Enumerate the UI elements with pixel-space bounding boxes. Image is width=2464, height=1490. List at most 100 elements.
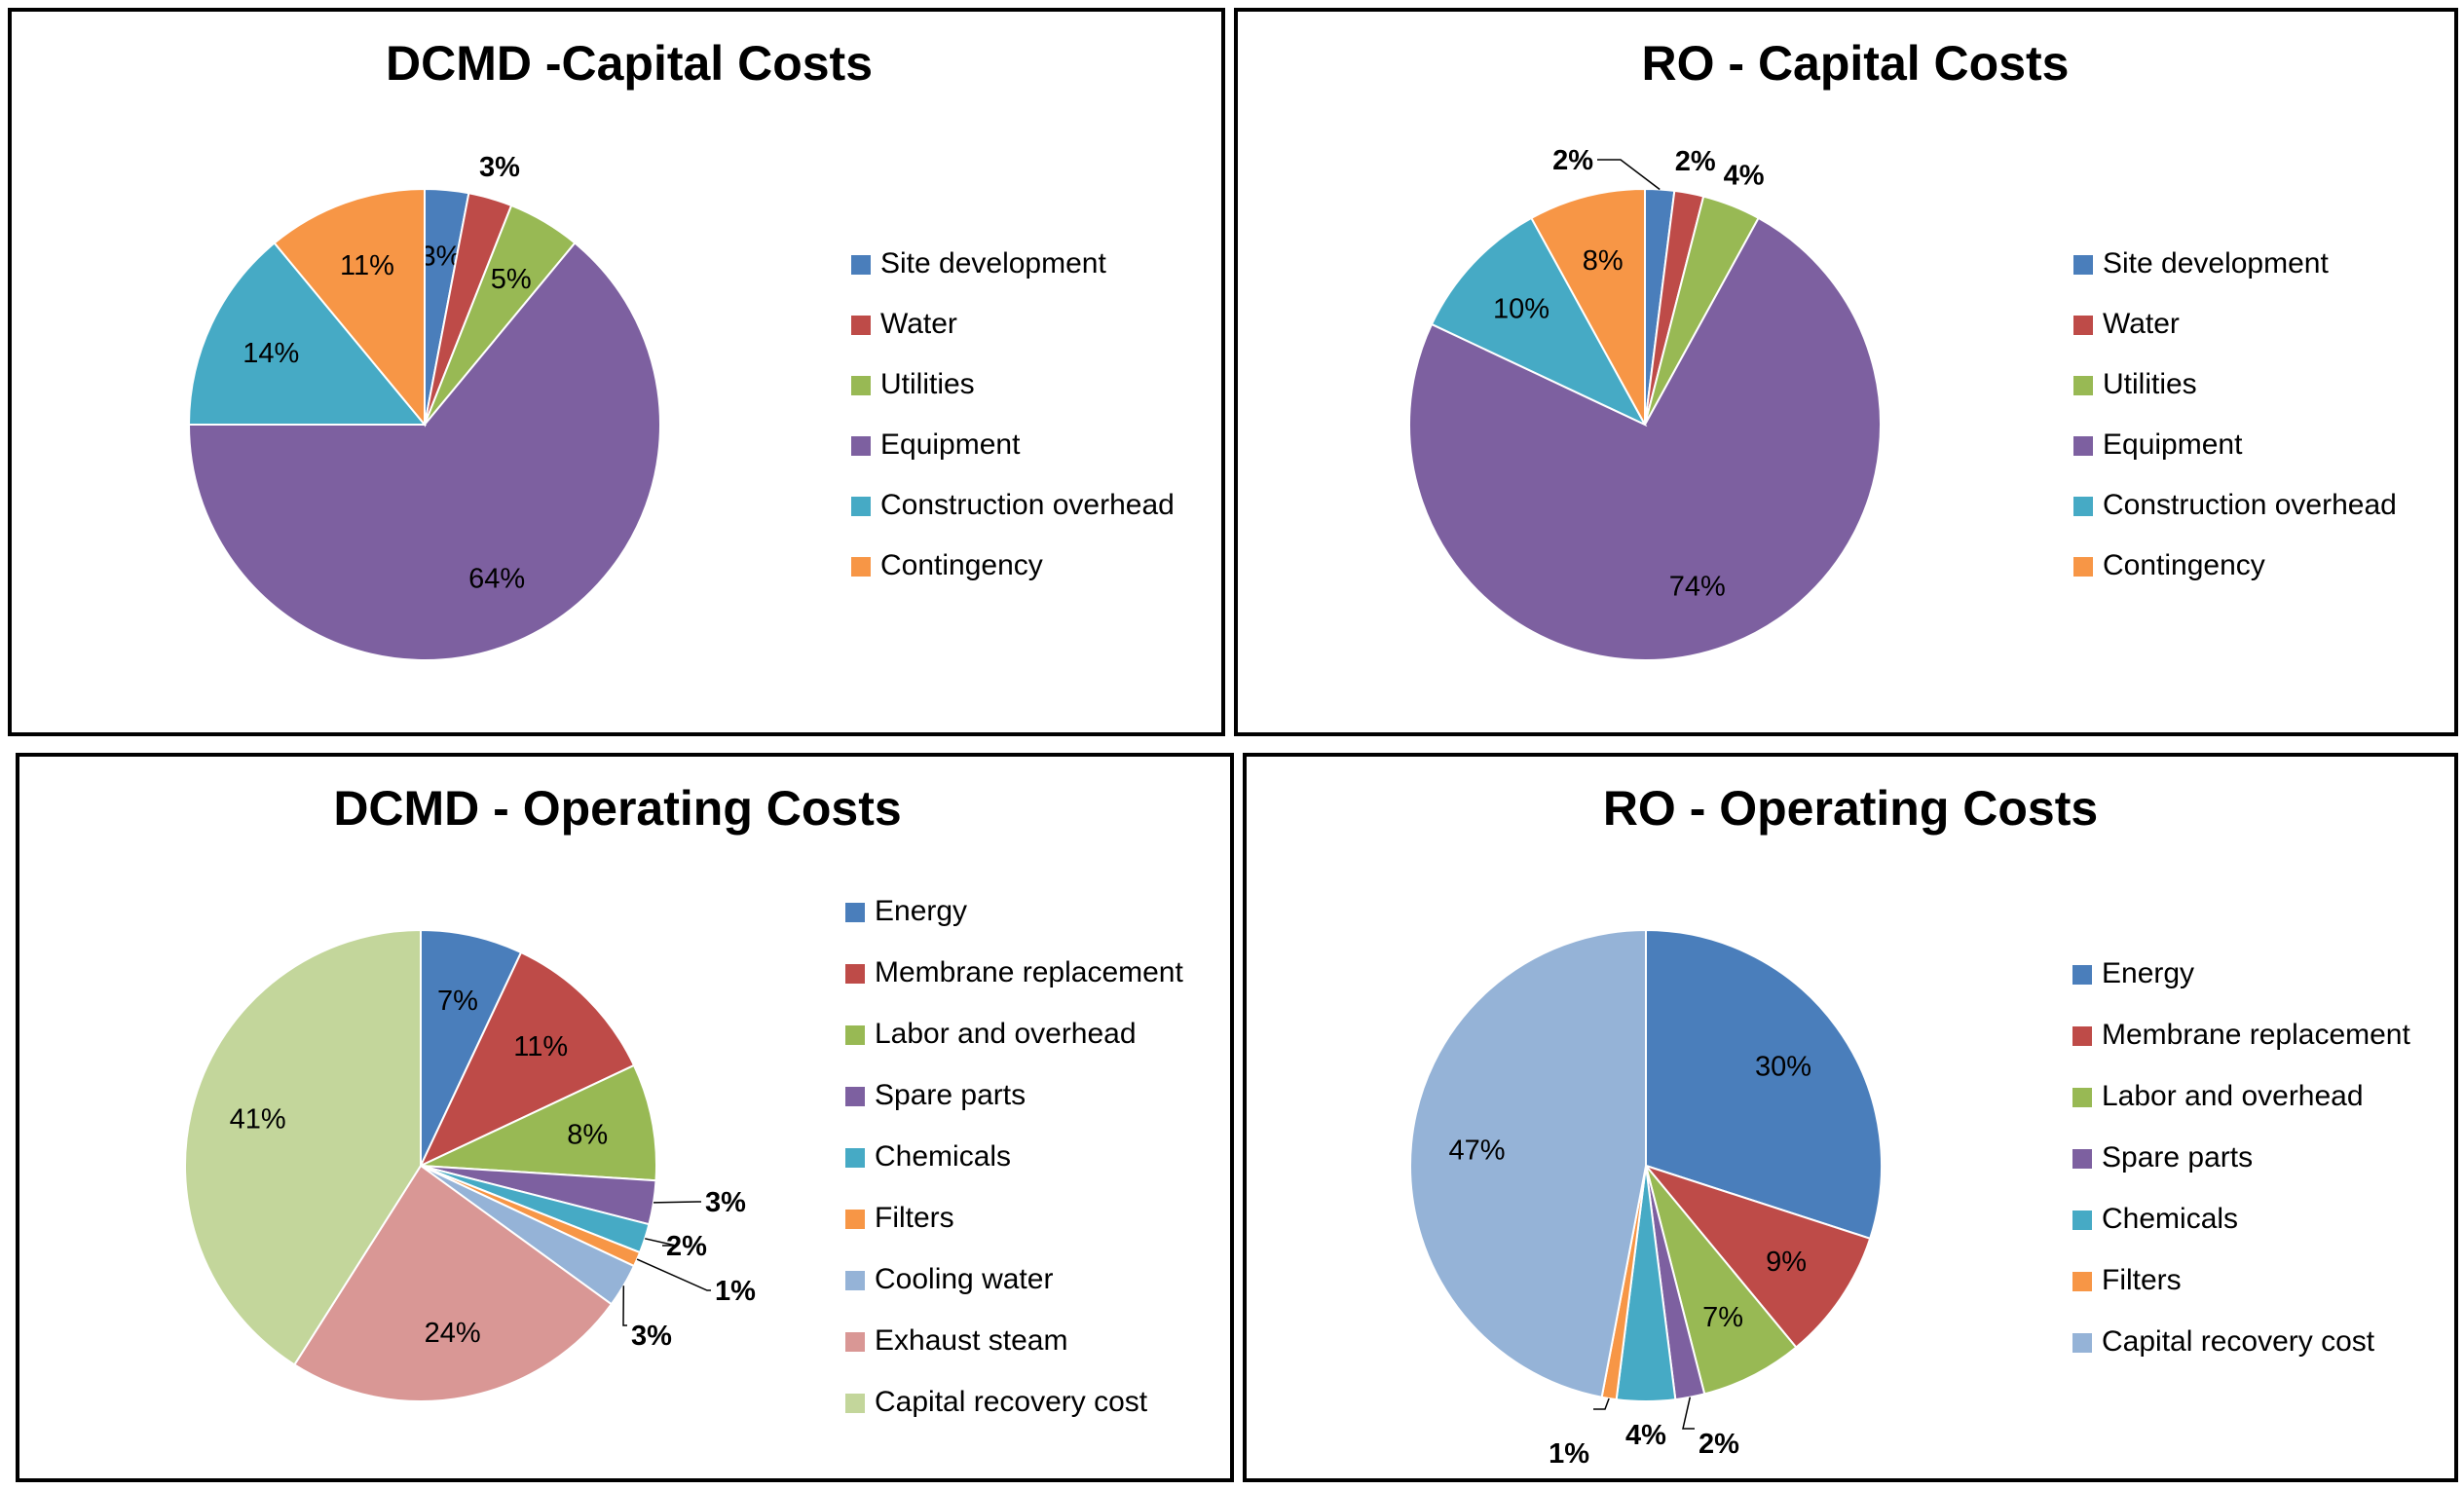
- legend-swatch-energy: [845, 903, 865, 922]
- pie-slice-equipment: [187, 242, 661, 661]
- data-label-membrane-replacement: 9%: [1766, 1247, 1807, 1278]
- legend-swatch-equipment: [2073, 436, 2093, 456]
- legend: Energy Membrane replacement Labor and over…: [2072, 957, 2410, 1358]
- pie-chart-ro-capital: RO - Capital Costs 2% 2% 4% 74% 10% 8% Site dev…: [1408, 36, 2397, 661]
- legend-swatch-construction-overhead: [2073, 497, 2093, 516]
- data-label-chemicals: 2%: [666, 1231, 707, 1262]
- legend-swatch-filters: [2072, 1272, 2092, 1291]
- data-label-water: 2%: [1675, 146, 1716, 177]
- data-label-equipment: 64%: [468, 564, 525, 595]
- data-label-site-development: 2%: [1552, 145, 1593, 176]
- legend-label-energy: Energy: [875, 895, 967, 927]
- data-label-contingency: 8%: [1583, 245, 1624, 277]
- legend-label-chemicals: Chemicals: [2102, 1203, 2238, 1235]
- data-label-filters: 1%: [1549, 1438, 1589, 1470]
- legend-swatch-equipment: [851, 436, 871, 456]
- legend-swatch-chemicals: [2072, 1211, 2092, 1230]
- legend-swatch-spare-parts: [845, 1087, 865, 1106]
- chart-panel-dcmd-operating: DCMD - Operating Costs 7% 11% 8% 3% 2% 1% 3% 24%…: [16, 753, 1234, 1482]
- chart-panel-dcmd-capital: DCMD -Capital Costs 3% 3% 5% 64% 14% 11% Site d…: [8, 8, 1225, 736]
- leader-line-site-development: [1597, 159, 1661, 191]
- data-label-equipment: 74%: [1669, 572, 1726, 603]
- legend-swatch-capital-recovery-cost: [2072, 1333, 2092, 1353]
- legend: Energy Membrane replacement Labor and over…: [845, 895, 1183, 1418]
- legend-swatch-site-development: [851, 255, 871, 275]
- legend-label-water: Water: [2103, 308, 2180, 340]
- legend-label-chemicals: Chemicals: [875, 1140, 1011, 1173]
- data-label-membrane-replacement: 11%: [513, 1031, 568, 1062]
- legend-label-water: Water: [880, 308, 957, 340]
- legend-label-spare-parts: Spare parts: [875, 1079, 1026, 1111]
- legend-label-membrane-replacement: Membrane replacement: [875, 956, 1183, 988]
- legend-label-utilities: Utilities: [880, 368, 975, 400]
- pie-slice-contingency: [1530, 187, 1646, 426]
- chart-panel-ro-operating: RO - Operating Costs 30% 9% 7% 2% 4% 1% 47% Ener…: [1243, 753, 2458, 1482]
- pie-chart-ro-operating: RO - Operating Costs 30% 9% 7% 2% 4% 1% 47% Ener…: [1409, 781, 2410, 1470]
- data-label-energy: 30%: [1755, 1052, 1811, 1083]
- chart-title: DCMD -Capital Costs: [386, 36, 873, 91]
- legend-swatch-site-development: [2073, 255, 2093, 275]
- data-label-utilities: 4%: [1724, 160, 1765, 191]
- legend-label-labor-and-overhead: Labor and overhead: [2102, 1080, 2364, 1112]
- leader-line-filters: [1593, 1397, 1610, 1410]
- legend-swatch-water: [851, 316, 871, 335]
- leader-line-filters: [636, 1258, 711, 1291]
- legend-label-equipment: Equipment: [2103, 428, 2243, 461]
- pie-chart-dcmd-operating: DCMD - Operating Costs 7% 11% 8% 3% 2% 1% 3% 24%…: [184, 781, 1183, 1418]
- pie-slice-contingency: [273, 187, 426, 428]
- pie-slice-labor-and-overhead: [420, 1063, 657, 1182]
- legend-label-capital-recovery-cost: Capital recovery cost: [2102, 1325, 2375, 1358]
- data-label-energy: 7%: [437, 986, 478, 1017]
- pie-slice-capital-recovery-cost: [184, 928, 422, 1366]
- legend: Site development Water Utilities Equipment C…: [851, 247, 1175, 581]
- legend-label-construction-overhead: Construction overhead: [2103, 489, 2397, 521]
- legend-label-utilities: Utilities: [2103, 368, 2197, 400]
- data-label-capital-recovery-cost: 47%: [1448, 1136, 1505, 1167]
- legend-label-labor-and-overhead: Labor and overhead: [875, 1018, 1137, 1050]
- legend-swatch-exhaust-steam: [845, 1332, 865, 1352]
- legend-label-contingency: Contingency: [880, 549, 1043, 581]
- legend-label-energy: Energy: [2102, 957, 2194, 989]
- legend-label-site-development: Site development: [880, 247, 1106, 279]
- legend-swatch-filters: [845, 1210, 865, 1229]
- pie-slice-membrane-replacement: [1643, 1163, 1872, 1349]
- legend-swatch-capital-recovery-cost: [845, 1394, 865, 1413]
- legend-label-exhaust-steam: Exhaust steam: [875, 1324, 1067, 1357]
- pie-slice-labor-and-overhead: [1645, 1165, 1798, 1396]
- legend-swatch-labor-and-overhead: [845, 1025, 865, 1045]
- legend-swatch-utilities: [2073, 376, 2093, 395]
- legend-label-capital-recovery-cost: Capital recovery cost: [875, 1386, 1148, 1418]
- pie-slice-equipment: [1408, 216, 1882, 661]
- legend-swatch-spare-parts: [2072, 1149, 2092, 1169]
- data-label-exhaust-steam: 24%: [425, 1318, 481, 1349]
- data-label-labor-and-overhead: 8%: [567, 1119, 608, 1150]
- legend-swatch-water: [2073, 316, 2093, 335]
- legend-label-filters: Filters: [2102, 1264, 2182, 1296]
- pie-slice-construction-overhead: [1430, 216, 1648, 428]
- legend: Site development Water Utilities Equipment C…: [2073, 247, 2397, 581]
- data-label-chemicals: 4%: [1625, 1420, 1666, 1451]
- chart-title: RO - Capital Costs: [1642, 36, 2070, 91]
- pie-slice-exhaust-steam: [292, 1164, 614, 1402]
- legend-swatch-contingency: [2073, 557, 2093, 577]
- pie-slice-capital-recovery-cost: [1409, 928, 1647, 1398]
- legend-swatch-membrane-replacement: [845, 964, 865, 984]
- pie-slice-energy: [1645, 928, 1884, 1241]
- legend-swatch-labor-and-overhead: [2072, 1088, 2092, 1107]
- leader-line-cooling-water: [622, 1285, 627, 1326]
- data-label-cooling-water: 3%: [631, 1321, 672, 1352]
- data-label-spare-parts: 2%: [1699, 1429, 1739, 1460]
- data-label-spare-parts: 3%: [705, 1187, 746, 1218]
- legend-swatch-energy: [2072, 965, 2092, 985]
- pie-slice-energy: [420, 928, 523, 1167]
- legend-label-membrane-replacement: Membrane replacement: [2102, 1019, 2410, 1051]
- data-label-water: 3%: [479, 152, 520, 183]
- legend-label-construction-overhead: Construction overhead: [880, 489, 1175, 521]
- legend-swatch-construction-overhead: [851, 497, 871, 516]
- legend-label-filters: Filters: [875, 1202, 954, 1234]
- data-label-contingency: 11%: [340, 250, 394, 281]
- legend-label-contingency: Contingency: [2103, 549, 2265, 581]
- legend-label-cooling-water: Cooling water: [875, 1263, 1053, 1295]
- chart-panel-ro-capital: RO - Capital Costs 2% 2% 4% 74% 10% 8% Site dev…: [1234, 8, 2458, 736]
